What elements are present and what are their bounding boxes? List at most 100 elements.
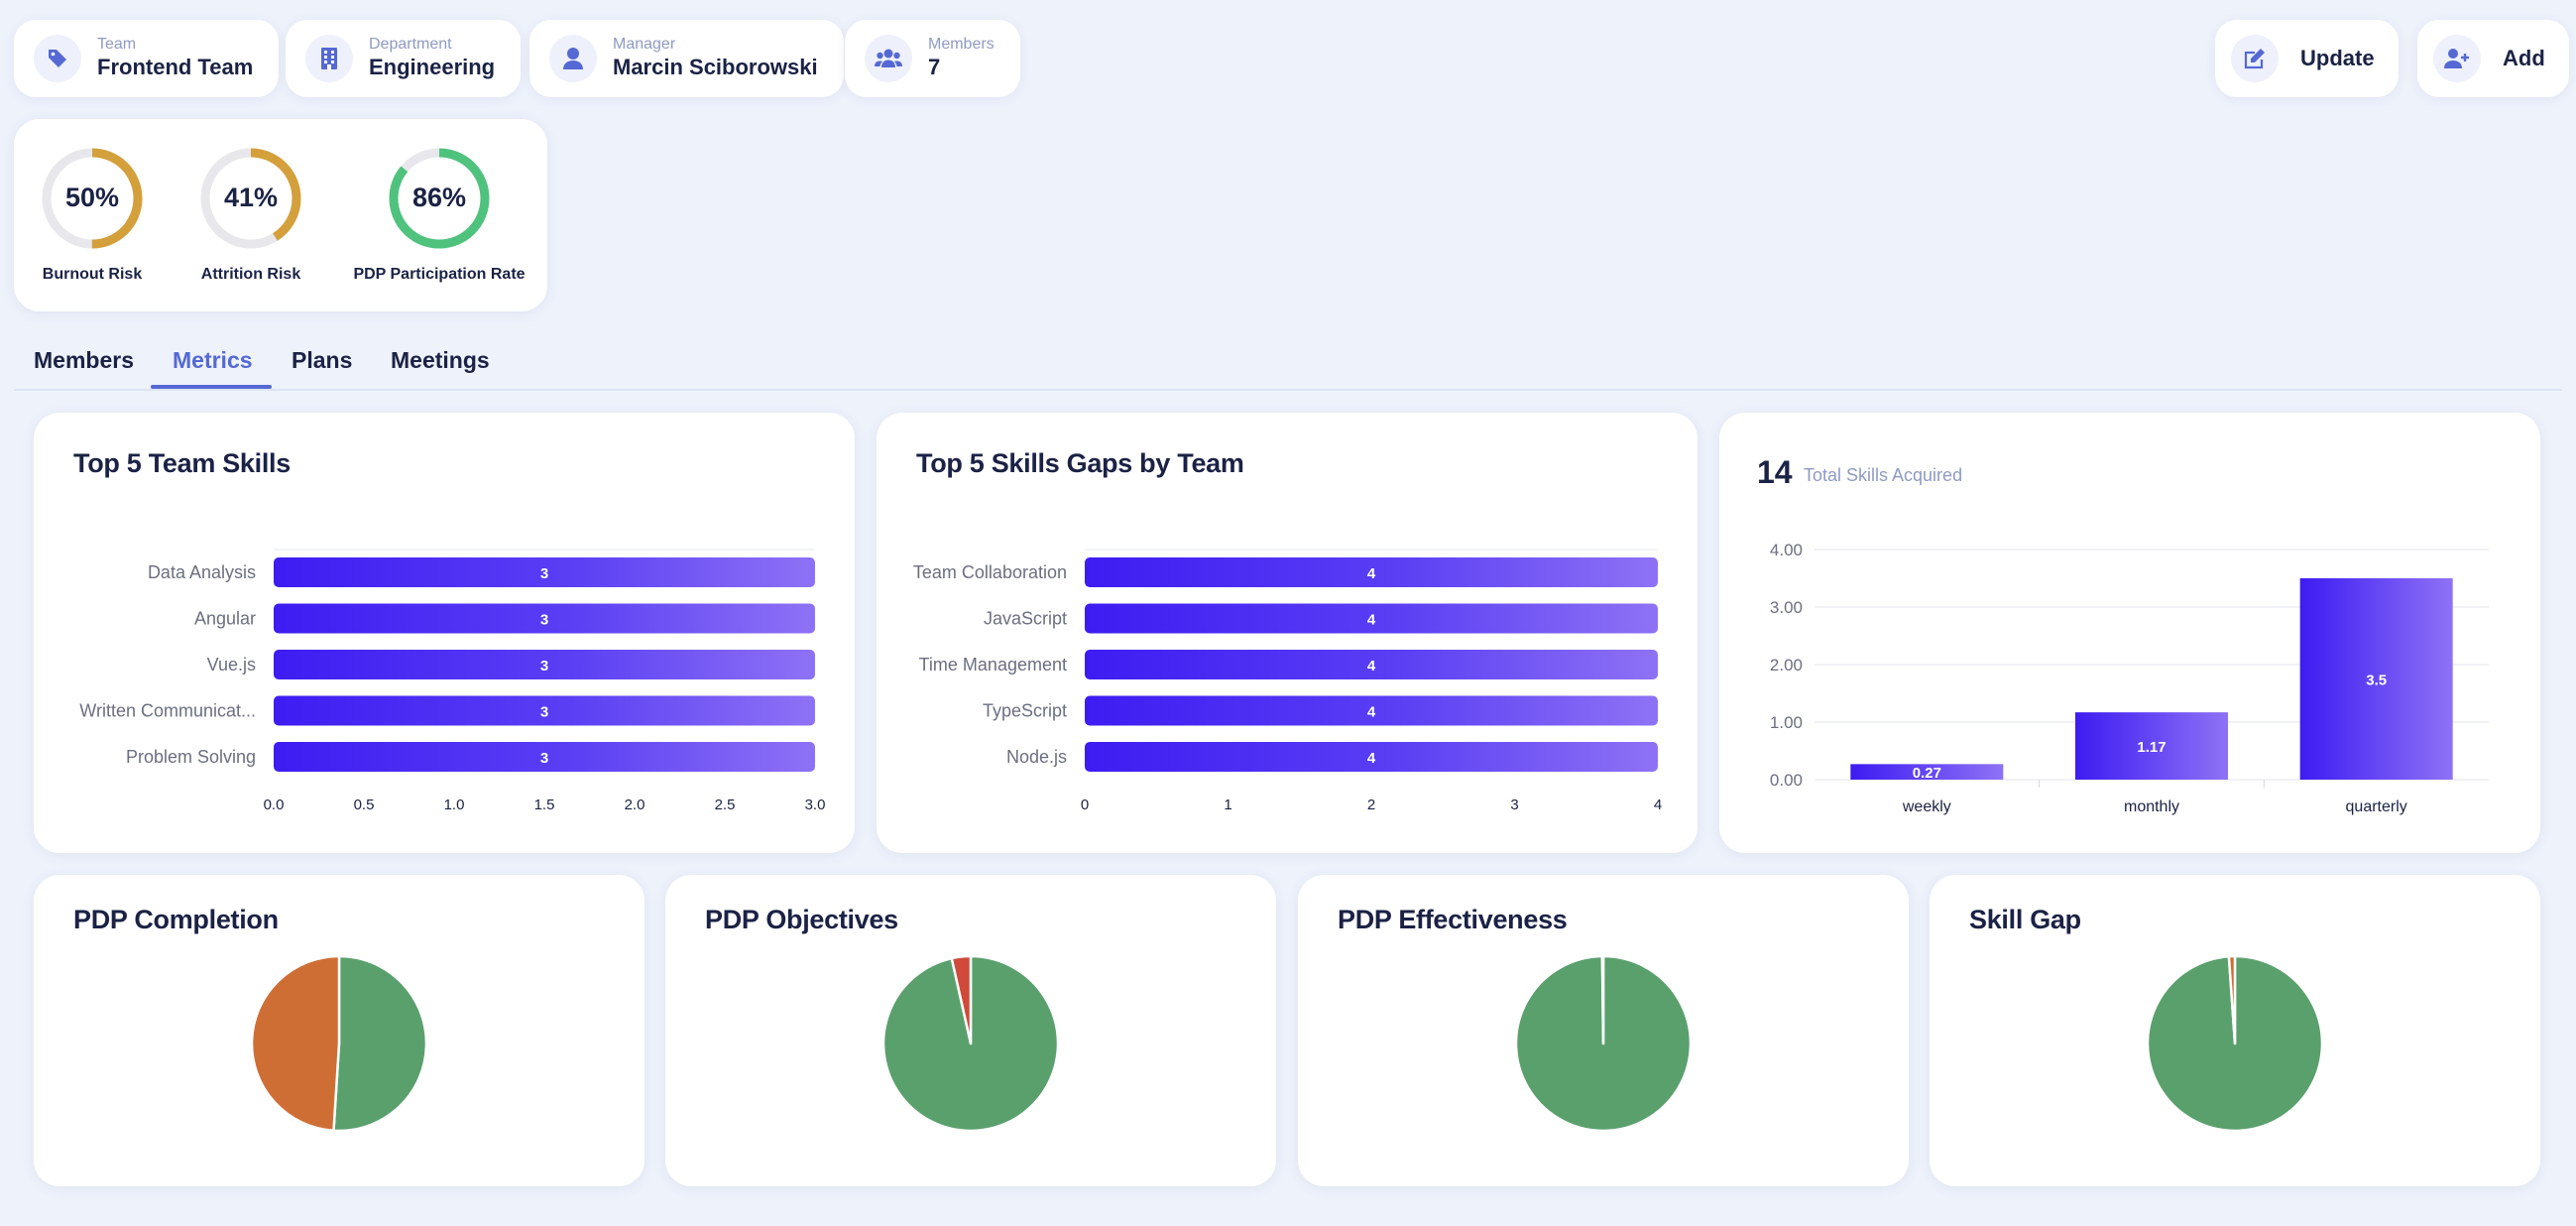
y-tick-label: 4.00 [1770,541,1803,559]
bar-value-label: 0.27 [1913,765,1941,782]
members-chip: Members 7 [845,20,1020,97]
pie-slice [250,954,341,1133]
tab-meetings[interactable]: Meetings [391,347,490,373]
bar-value-label: 3.5 [2366,673,2387,689]
x-tick-label: 1 [1224,797,1231,813]
active-tab-indicator [151,385,272,389]
skills-acquired-chart: 0.00 1.00 2.00 3.00 4.00 0.27 weekly 1.17 monthl… [1770,541,2489,815]
department-value: Engineering [369,55,496,79]
bar-value-label: 4 [1367,750,1376,767]
total-skills-label: Total Skills Acquired [1804,465,1963,485]
edit-icon [2231,35,2279,82]
bar-value-label: 3 [540,612,548,629]
category-label: JavaScript [984,609,1067,629]
y-tick-label: 2.00 [1770,656,1803,674]
risk-gauge: 41% [199,147,302,250]
members-label: Members [928,36,995,53]
pie-slice [1600,954,1605,1045]
x-tick-label: 1.0 [444,797,465,813]
user-icon [549,35,597,82]
x-tick-label: 3 [1510,797,1518,813]
gauge-label: Burnout Risk [42,266,143,283]
bar-value-label: 3 [540,704,548,721]
pie-title: PDP Objectives [705,905,898,934]
pie-slice [332,954,428,1133]
bar-value-label: 3 [540,658,548,674]
x-tick-label: 2.0 [625,797,645,813]
pie-title: PDP Completion [73,905,279,934]
skill-gaps-chart: Team Collaboration 4 JavaScript 4 Time Manag… [913,549,1662,813]
gauge-label: Attrition Risk [200,266,301,283]
risk-gauge: 50% [41,147,144,250]
x-tick-label: 4 [1654,797,1662,813]
x-category-label: monthly [2124,798,2179,815]
x-tick-label: 0.5 [354,797,375,813]
pie-chart [250,954,428,1133]
manager-chip: Manager Marcin Sciborowski [529,20,844,97]
x-tick-label: 0 [1081,797,1089,813]
bar-value-label: 4 [1367,704,1376,721]
tab-members[interactable]: Members [34,347,134,373]
bar [2075,712,2228,780]
bar [274,557,815,587]
pie-title: Skill Gap [1969,905,2081,934]
bar-value-label: 3 [540,750,548,767]
tab-metrics[interactable]: Metrics [173,347,253,373]
bar [1085,603,1658,634]
pie-slice [2227,954,2237,1045]
building-icon [305,35,353,82]
bar-value-label: 3 [540,565,548,582]
bar [2299,578,2453,780]
category-label: Node.js [1006,747,1067,767]
tab-bar: Members Metrics Plans Meetings [14,333,2562,391]
update-button[interactable]: Update [2215,20,2399,97]
team-value: Frontend Team [97,55,254,79]
y-tick-label: 0.00 [1770,771,1803,790]
manager-label: Manager [613,36,676,53]
pie-title: PDP Effectiveness [1338,905,1568,934]
gauge-fill [42,148,143,249]
bar [274,742,815,772]
x-tick-label: 2 [1367,797,1375,813]
bar [274,695,815,726]
y-tick-label: 1.00 [1770,713,1803,732]
bar [1085,650,1658,679]
bar [1085,557,1658,587]
gauge-value: 41% [223,183,279,212]
y-tick-label: 3.00 [1770,598,1803,617]
skill-gaps-title: Top 5 Skills Gaps by Team [916,448,1244,478]
pie-chart [881,954,1060,1133]
x-category-label: weekly [1902,798,1951,815]
top-skills-title: Top 5 Team Skills [73,448,291,478]
bar [1085,742,1658,772]
risk-gauge: 86% [388,147,491,250]
bar-value-label: 1.17 [2137,739,2166,756]
pie-slice [950,954,973,1045]
category-label: Data Analysis [148,562,256,582]
add-button[interactable]: Add [2417,20,2569,97]
x-tick-label: 1.5 [534,797,555,813]
x-tick-label: 0.0 [264,797,285,813]
tag-icon [34,35,81,82]
gauge-fill [389,148,490,249]
gauge-label: PDP Participation Rate [353,266,526,283]
department-label: Department [369,36,452,53]
tab-plans[interactable]: Plans [292,347,353,373]
gauge-value: 50% [64,183,120,212]
category-label: Angular [194,609,256,629]
gauge-value: 86% [411,183,467,212]
category-label: Written Communicat... [79,701,256,721]
pie-chart [2146,954,2324,1133]
total-skills-value: 14 [1757,454,1793,490]
add-user-icon [2433,35,2481,82]
bar [274,650,815,679]
bar [1085,695,1658,726]
bar-value-label: 4 [1367,658,1376,674]
category-label: Team Collaboration [913,562,1067,582]
pie-chart [1514,954,1693,1133]
x-category-label: quarterly [2346,798,2407,815]
manager-value: Marcin Sciborowski [613,55,818,79]
add-button-label: Add [2503,46,2545,70]
category-label: Vue.js [207,655,256,674]
bar [274,603,815,634]
